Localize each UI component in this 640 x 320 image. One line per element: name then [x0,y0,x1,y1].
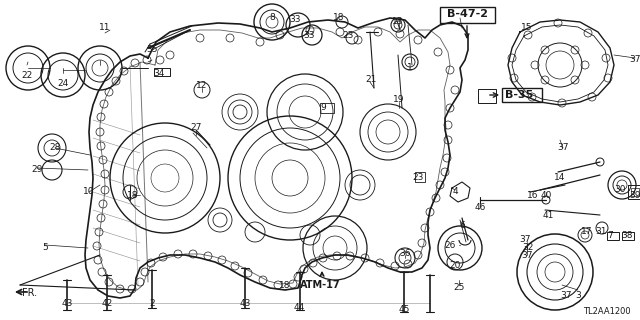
Text: 36: 36 [399,249,411,258]
Text: 2: 2 [149,299,155,308]
Text: 19: 19 [393,95,404,105]
Text: 42: 42 [101,299,113,308]
Text: 33: 33 [289,15,301,25]
Bar [502,88,542,102]
Text: 21: 21 [365,76,377,84]
Text: 10: 10 [83,188,95,196]
Text: 23: 23 [342,30,354,39]
Text: 32: 32 [522,244,534,252]
Text: 8: 8 [269,13,275,22]
Text: FR.: FR. [22,288,38,298]
Text: 15: 15 [521,23,532,33]
Text: 37: 37 [519,236,531,244]
Text: 31: 31 [595,227,607,236]
Text: 35: 35 [147,45,157,54]
Text: 26: 26 [444,241,456,250]
Text: 18: 18 [279,281,291,290]
Text: 33: 33 [303,30,315,39]
Text: 41: 41 [542,211,554,220]
Bar [628,185,640,199]
Text: 30: 30 [614,186,626,195]
Text: 5: 5 [42,244,48,252]
Bar [415,172,425,182]
Text: 44: 44 [293,302,305,311]
Text: ATM-17: ATM-17 [300,280,340,290]
Text: 9: 9 [320,102,326,111]
Bar [154,68,170,76]
Text: 29: 29 [31,165,43,174]
Text: 24: 24 [58,78,68,87]
Text: 25: 25 [453,283,465,292]
Text: 38: 38 [621,230,633,239]
Text: 37: 37 [557,143,569,153]
Text: 37: 37 [560,291,572,300]
Bar [607,232,619,240]
Text: 3: 3 [575,291,581,300]
Text: 17: 17 [581,228,593,236]
Text: 12: 12 [196,81,208,90]
Text: 6: 6 [459,220,465,229]
Text: 14: 14 [554,172,566,181]
Text: 43: 43 [239,299,251,308]
Text: B-47-2: B-47-2 [447,9,488,19]
Text: TL2AA1200: TL2AA1200 [583,308,631,316]
Text: 16: 16 [527,191,539,201]
Text: 45: 45 [398,306,410,315]
Bar [622,232,634,240]
Text: 40: 40 [540,190,552,199]
Text: 23: 23 [412,173,424,182]
Text: B-35: B-35 [505,90,533,100]
Text: 39: 39 [629,190,640,199]
Text: 27: 27 [190,124,202,132]
Text: 11: 11 [99,23,111,33]
Text: 37: 37 [629,55,640,65]
Text: 43: 43 [61,299,73,308]
Text: 13: 13 [392,18,404,27]
Text: 28: 28 [49,143,61,153]
Bar [478,89,496,103]
Text: 22: 22 [21,70,33,79]
Text: 4: 4 [452,188,458,196]
Text: 18: 18 [127,190,139,199]
Text: 37: 37 [521,251,532,260]
Text: 1: 1 [407,63,413,73]
Text: 20: 20 [449,260,461,269]
Bar [440,7,495,23]
Text: 46: 46 [474,203,486,212]
Bar [320,103,334,113]
Text: 18: 18 [333,13,345,22]
Text: 7: 7 [607,230,613,239]
Text: 34: 34 [154,68,164,77]
Bar [631,188,639,196]
